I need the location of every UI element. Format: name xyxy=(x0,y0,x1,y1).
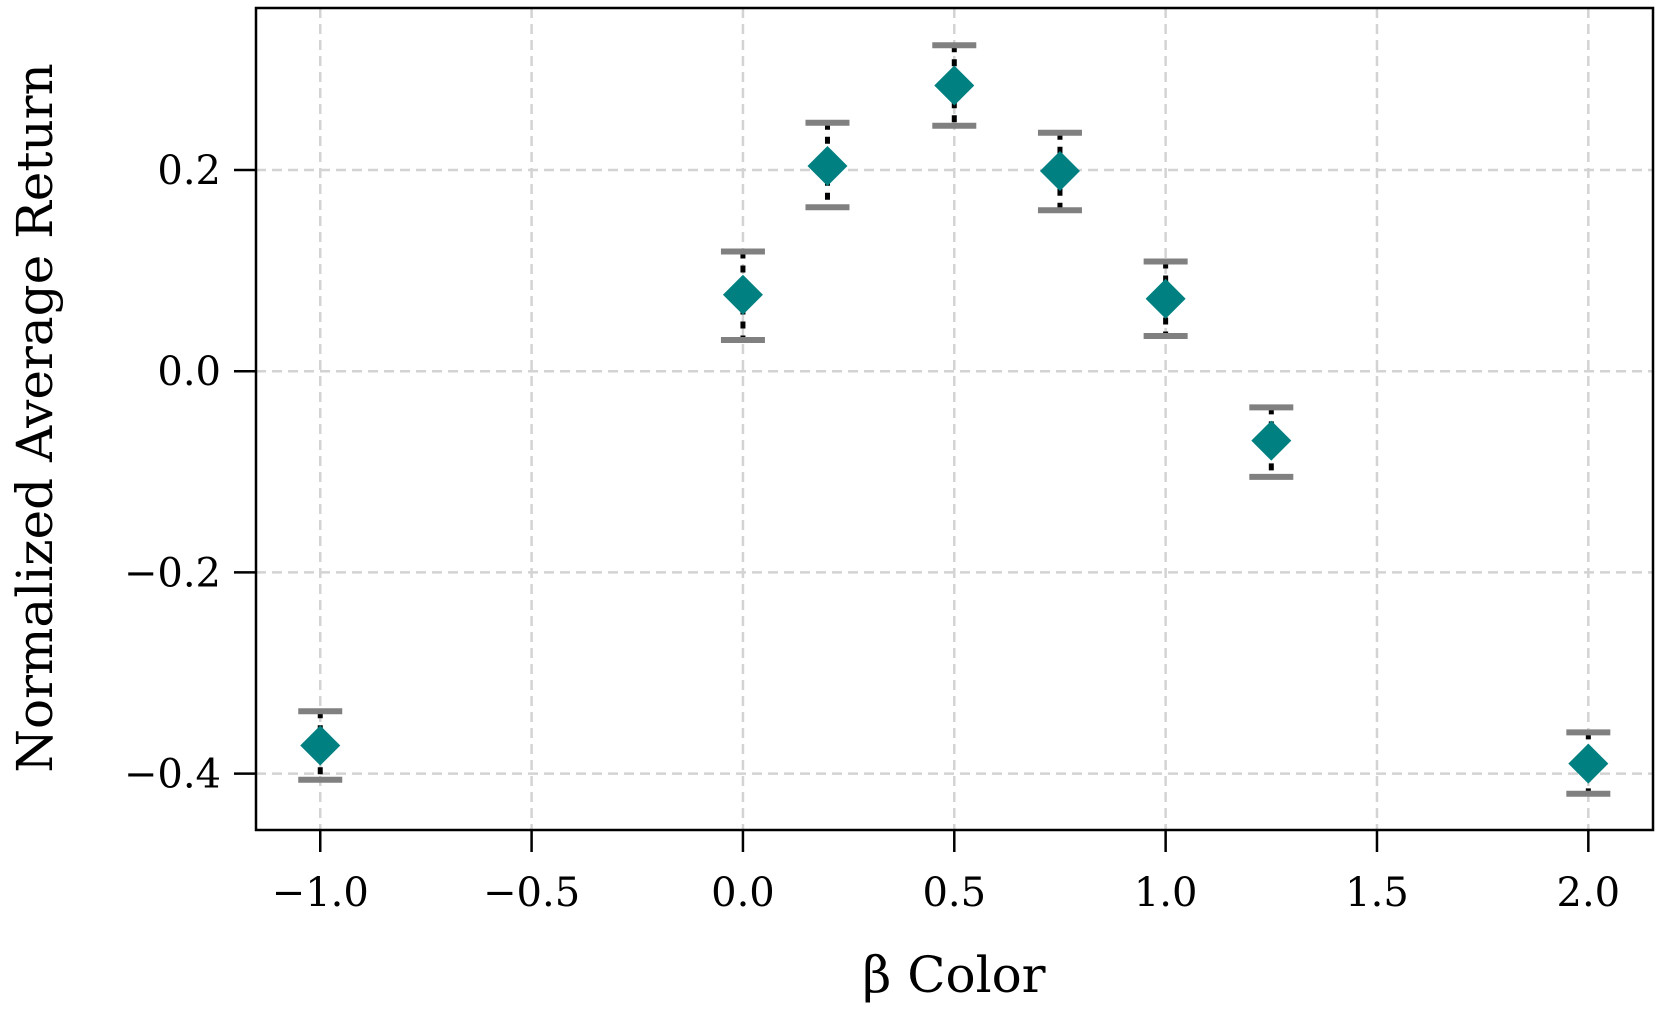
data-point-marker xyxy=(934,65,975,106)
ticks: −1.0 −0.5 0.0 0.5 1.0 1.5 2.0 −0.4 −0.2 0.0 0.2 xyxy=(124,148,1620,916)
grid xyxy=(256,8,1653,830)
x-tick-label: 1.5 xyxy=(1345,870,1409,916)
x-tick-label: 1.0 xyxy=(1134,870,1198,916)
x-tick-label: −1.0 xyxy=(272,870,369,916)
x-tick-label: 2.0 xyxy=(1557,870,1621,916)
x-tick-label: −0.5 xyxy=(483,870,580,916)
data-point-marker xyxy=(1039,150,1080,191)
y-tick-label: −0.2 xyxy=(124,550,221,596)
data-point-marker xyxy=(722,274,763,315)
x-tick-label: 0.0 xyxy=(711,870,775,916)
y-tick-label: 0.0 xyxy=(157,349,221,395)
data-points xyxy=(298,42,1611,797)
data-point-group xyxy=(1143,258,1188,339)
y-tick-label: −0.4 xyxy=(124,752,221,798)
plot-frame xyxy=(254,6,1655,832)
data-point-group xyxy=(298,708,343,783)
y-tick-label: 0.2 xyxy=(157,148,221,194)
data-point-marker xyxy=(300,725,341,766)
data-point-group xyxy=(1566,729,1611,797)
data-point-marker xyxy=(1568,743,1609,784)
y-axis-label: Normalized Average Return xyxy=(6,63,64,773)
data-point-group xyxy=(720,248,765,344)
data-point-group xyxy=(1249,404,1294,480)
data-point-group xyxy=(932,42,977,129)
data-point-group xyxy=(1037,129,1082,214)
data-point-group xyxy=(805,119,850,211)
data-point-marker xyxy=(1251,420,1292,461)
data-point-marker xyxy=(807,145,848,186)
x-axis-label: β Color xyxy=(862,946,1045,1004)
x-tick-label: 0.5 xyxy=(922,870,986,916)
data-point-marker xyxy=(1145,278,1186,319)
